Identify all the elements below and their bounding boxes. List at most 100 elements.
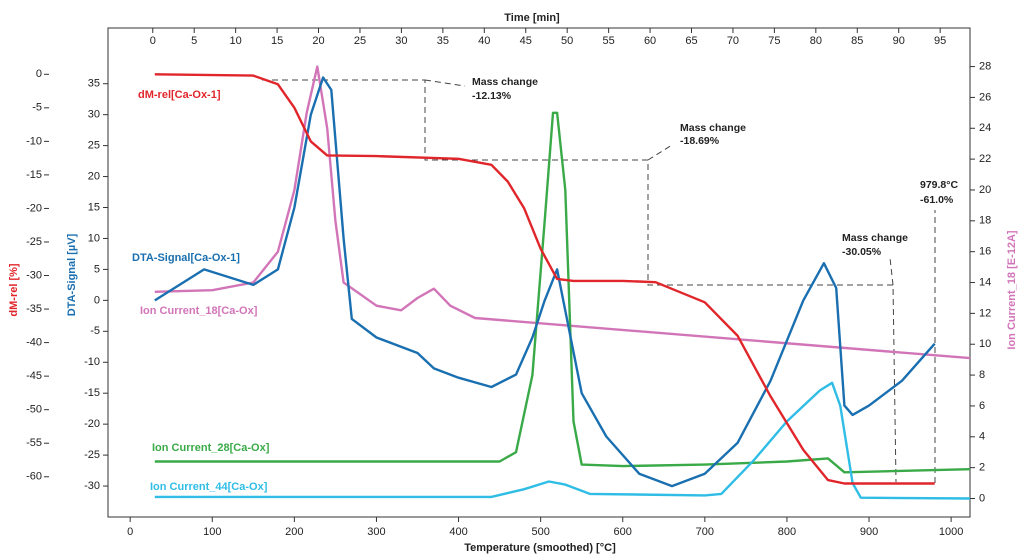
x-tick-label: 900 (860, 526, 878, 538)
leader (889, 257, 894, 286)
y3-tick-label: 4 (979, 431, 985, 443)
y2-tick-label: 5 (94, 263, 100, 275)
y3-tick-label: 0 (979, 492, 985, 504)
series-label: dM-rel[Ca-Ox-1] (138, 89, 221, 101)
x2-tick-label: 85 (851, 35, 863, 47)
x-tick-label: 800 (778, 526, 796, 538)
x2-tick-label: 65 (685, 35, 697, 47)
y3-tick-label: 18 (979, 215, 991, 227)
y-tick-label: -30 (26, 269, 42, 281)
y2-tick-label: -25 (84, 449, 100, 461)
y2-tick-label: 0 (94, 294, 100, 306)
y2-tick-label: -5 (90, 325, 100, 337)
x2-tick-label: 95 (934, 35, 946, 47)
y-tick-label: -10 (26, 135, 42, 147)
series-label: Ion Current_28[Ca-Ox] (152, 442, 270, 454)
series-line (154, 111, 971, 474)
annotation: Mass change (680, 122, 746, 134)
y3-tick-label: 20 (979, 184, 991, 196)
y-tick-label: -35 (26, 303, 42, 315)
x2-tick-label: 45 (520, 35, 532, 47)
series-line (154, 381, 971, 500)
x2-tick-label: 50 (561, 35, 573, 47)
x-tick-label: 300 (367, 526, 385, 538)
annotation: 979.8°C (920, 179, 958, 191)
y3-tick-label: 16 (979, 246, 991, 258)
y-tick-label: -45 (26, 370, 42, 382)
plot-frame (107, 27, 971, 518)
x2-tick-label: 75 (768, 35, 780, 47)
annotation: -30.05% (842, 246, 882, 258)
x2-tick-label: 10 (230, 35, 242, 47)
y-tick-label: -60 (26, 471, 42, 483)
series-label: DTA-Signal[Ca-Ox-1] (132, 252, 240, 264)
x2-tick-label: 40 (478, 35, 490, 47)
x2-label: Time [min] (504, 12, 560, 24)
y3-tick-label: 22 (979, 153, 991, 165)
annotation: Mass change (842, 232, 908, 244)
series-label: Ion Current_44[Ca-Ox] (150, 481, 268, 493)
y2-tick-label: -30 (84, 480, 100, 492)
annotation: Mass change (472, 76, 538, 88)
y2-tick-label: 25 (88, 140, 100, 152)
x2-tick-label: 20 (312, 35, 324, 47)
y2-tick-label: -20 (84, 418, 100, 430)
y2-tick-label: 30 (88, 109, 100, 121)
y3-tick-label: 10 (979, 338, 991, 350)
annotation: -61.0% (920, 194, 954, 206)
leader (424, 79, 466, 87)
y2-label: DTA-Signal [µV] (66, 233, 78, 316)
y3-tick-label: 6 (979, 400, 985, 412)
y2-tick-label: 35 (88, 78, 100, 90)
y-tick-label: -20 (26, 202, 42, 214)
series-line (154, 65, 971, 360)
x-tick-label: 100 (203, 526, 221, 538)
y2-tick-label: 20 (88, 170, 100, 182)
leader (647, 144, 673, 161)
x-tick-label: 200 (285, 526, 303, 538)
y3-tick-label: 8 (979, 369, 985, 381)
y3-tick-label: 14 (979, 276, 991, 288)
x-tick-label: 1000 (939, 526, 963, 538)
annotation: -12.13% (472, 90, 512, 102)
x-tick-label: 600 (614, 526, 632, 538)
x2-tick-label: 35 (437, 35, 449, 47)
y3-label: Ion Current_18 [E-12A] (1006, 230, 1018, 350)
x2-tick-label: 60 (644, 35, 656, 47)
y3-tick-label: 28 (979, 60, 991, 72)
x2-tick-label: 70 (727, 35, 739, 47)
y-tick-label: -15 (26, 169, 42, 181)
x2-tick-label: 80 (810, 35, 822, 47)
x-tick-label: 0 (127, 526, 133, 538)
y-tick-label: -25 (26, 236, 42, 248)
y3-tick-label: 24 (979, 122, 991, 134)
x2-tick-label: 5 (191, 35, 197, 47)
y2-tick-label: -15 (84, 387, 100, 399)
series-line (154, 73, 935, 485)
x2-tick-label: 30 (395, 35, 407, 47)
x2-tick-label: 55 (602, 35, 614, 47)
y2-tick-label: 15 (88, 201, 100, 213)
x2-tick-label: 90 (893, 35, 905, 47)
y-tick-label: -55 (26, 437, 42, 449)
series-label: Ion Current_18[Ca-Ox] (140, 305, 258, 317)
x2-tick-label: 15 (271, 35, 283, 47)
series-line (154, 76, 936, 488)
x2-tick-label: 0 (150, 35, 156, 47)
annotation: -18.69% (680, 135, 720, 147)
y-label: dM-rel [%] (8, 263, 20, 317)
y-tick-label: -5 (32, 102, 42, 114)
y3-tick-label: 26 (979, 91, 991, 103)
y-tick-label: 0 (36, 68, 42, 80)
y2-tick-label: -10 (84, 356, 100, 368)
x-label: Temperature (smoothed) [°C] (464, 542, 616, 554)
x-tick-label: 500 (531, 526, 549, 538)
x-tick-label: 700 (696, 526, 714, 538)
y3-tick-label: 12 (979, 307, 991, 319)
y3-tick-label: 2 (979, 462, 985, 474)
y2-tick-label: 10 (88, 232, 100, 244)
x2-tick-label: 25 (354, 35, 366, 47)
x-tick-label: 400 (449, 526, 467, 538)
y-tick-label: -40 (26, 337, 42, 349)
